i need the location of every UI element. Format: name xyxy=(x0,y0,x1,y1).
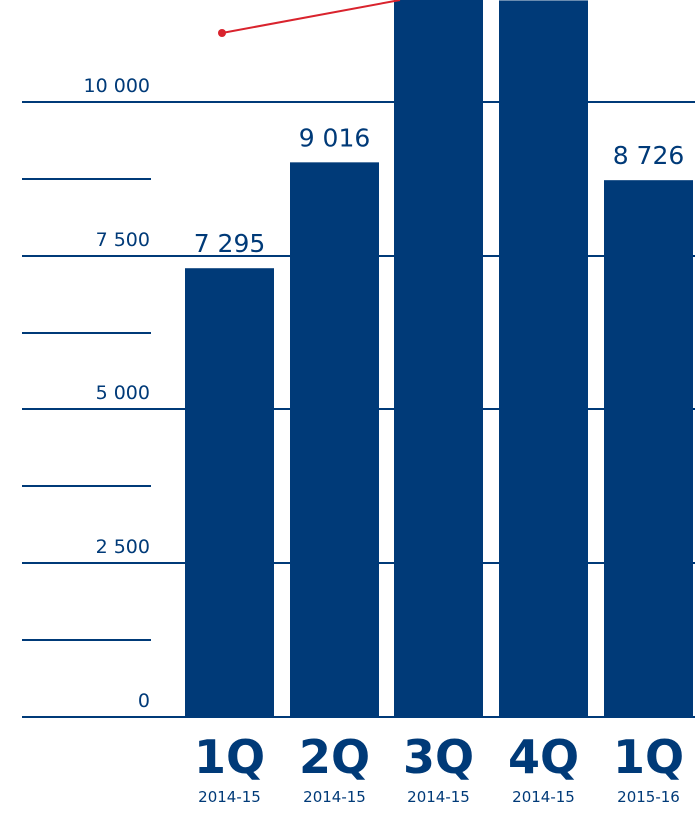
category-quarter-label: 2Q xyxy=(299,730,370,784)
bar xyxy=(604,180,693,717)
y-tick-label: 7 500 xyxy=(96,229,150,251)
labels-layer: 0 2 500 5 000 7 500 10 000 7 295 1Q 2014-15 9 01… xyxy=(84,75,685,806)
category-year-label: 2014-15 xyxy=(512,788,575,806)
category-quarter-label: 3Q xyxy=(403,730,474,784)
category-quarter-label: 4Q xyxy=(508,730,579,784)
bar-value-label: 9 016 xyxy=(299,123,371,152)
y-tick-label: 5 000 xyxy=(96,382,150,404)
category-year-label: 2014-15 xyxy=(407,788,470,806)
bar xyxy=(499,0,588,718)
bar xyxy=(185,268,274,717)
bar xyxy=(290,162,379,717)
category-quarter-label: 1Q xyxy=(194,730,265,784)
y-tick-label: 0 xyxy=(138,690,150,712)
category-quarter-label: 1Q xyxy=(613,730,684,784)
annotation-line xyxy=(221,0,401,34)
bar-value-label: 8 726 xyxy=(613,141,685,170)
bars-layer xyxy=(185,0,693,718)
annotation-layer xyxy=(218,0,401,37)
y-tick-label: 2 500 xyxy=(96,536,150,558)
category-year-label: 2014-15 xyxy=(198,788,261,806)
category-year-label: 2015-16 xyxy=(617,788,680,806)
category-year-label: 2014-15 xyxy=(303,788,366,806)
y-tick-label: 10 000 xyxy=(84,75,150,97)
bar xyxy=(394,0,483,718)
bar-value-label: 7 295 xyxy=(194,229,266,258)
annotation-dot xyxy=(218,29,226,37)
